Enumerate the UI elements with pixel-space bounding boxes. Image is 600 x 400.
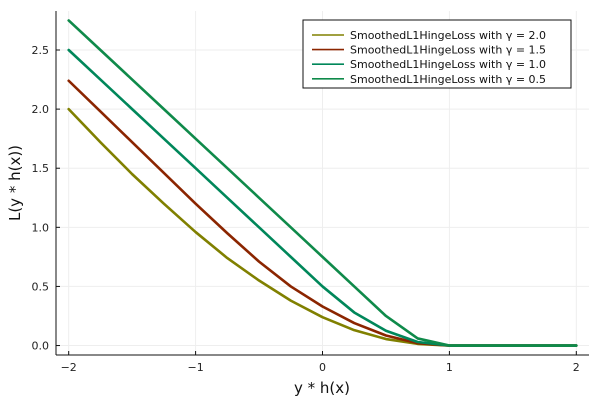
- legend-label-1: SmoothedL1HingeLoss with γ = 2.0: [350, 29, 546, 42]
- x-tick-label: −2: [61, 361, 77, 374]
- x-tick-label: 1: [446, 361, 453, 374]
- legend-label-3: SmoothedL1HingeLoss with γ = 1.0: [350, 58, 546, 71]
- ticks: −2 −1 0 1 2 0.0 0.5 1.0 1.5 2.0 2.5: [32, 44, 580, 374]
- legend: SmoothedL1HingeLoss with γ = 2.0 Smoothed…: [302, 19, 572, 89]
- series-lines: [67, 19, 578, 347]
- x-tick-label: 2: [573, 361, 580, 374]
- y-tick-label: 0.0: [32, 340, 50, 353]
- y-tick-label: 1.0: [32, 221, 50, 234]
- y-axis-title: L(y * h(x)): [6, 145, 24, 221]
- y-tick-label: 0.5: [32, 280, 50, 293]
- y-tick-label: 1.5: [32, 162, 50, 175]
- y-tick-label: 2.5: [32, 44, 50, 57]
- legend-label-4: SmoothedL1HingeLoss with γ = 0.5: [350, 73, 546, 86]
- x-axis-title: y * h(x): [294, 379, 350, 397]
- x-tick-label: −1: [187, 361, 203, 374]
- series-line-4: [67, 19, 578, 347]
- y-tick-label: 2.0: [32, 103, 50, 116]
- legend-box: [302, 19, 572, 89]
- legend-label-2: SmoothedL1HingeLoss with γ = 1.5: [350, 44, 546, 57]
- x-tick-label: 0: [319, 361, 326, 374]
